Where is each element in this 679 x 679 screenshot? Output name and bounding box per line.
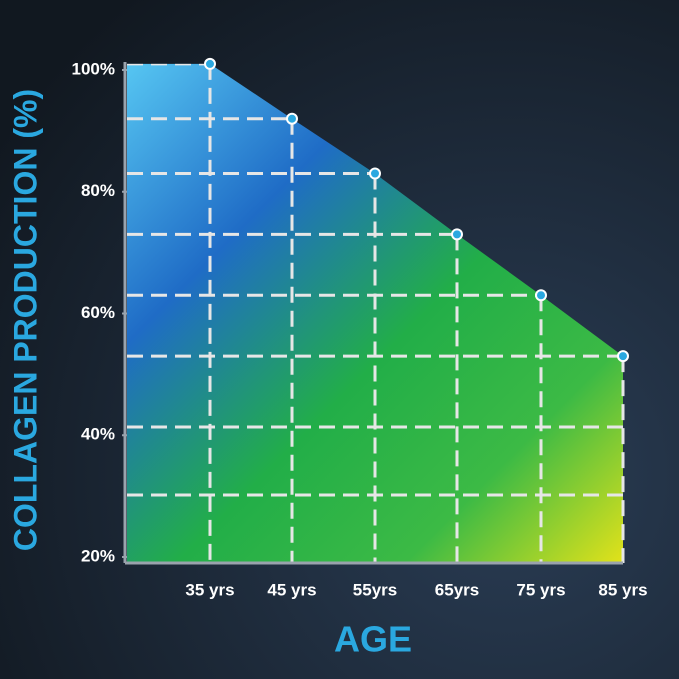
y-tick-label: 40% bbox=[81, 425, 115, 444]
y-tick-label: 20% bbox=[81, 546, 115, 565]
x-tick-label: 35 yrs bbox=[185, 580, 234, 599]
point bbox=[369, 167, 381, 180]
x-tick-label: 45 yrs bbox=[267, 580, 316, 599]
point bbox=[286, 112, 298, 125]
plot: 100% 80% 60% 40% 20% bbox=[72, 59, 623, 565]
overlay: 35 yrs 45 yrs 55yrs 65yrs 75 yrs 85 yrs bbox=[123, 57, 648, 599]
x-tick-label: 75 yrs bbox=[516, 580, 565, 599]
x-tick-label: 55yrs bbox=[353, 580, 397, 599]
y-tick-label: 80% bbox=[81, 181, 115, 200]
y-tick-label: 60% bbox=[81, 303, 115, 322]
point bbox=[617, 350, 629, 363]
area bbox=[127, 63, 623, 563]
point bbox=[535, 289, 547, 302]
y-axis-title: COLLAGEN PRODUCTION (%) bbox=[7, 89, 43, 551]
x-tick-label: 65yrs bbox=[435, 580, 479, 599]
y-tick-label: 100% bbox=[72, 59, 115, 78]
x-tick-label: 85 yrs bbox=[598, 580, 647, 599]
point bbox=[204, 57, 216, 70]
x-axis-title: AGE bbox=[334, 619, 412, 660]
point bbox=[451, 228, 463, 241]
